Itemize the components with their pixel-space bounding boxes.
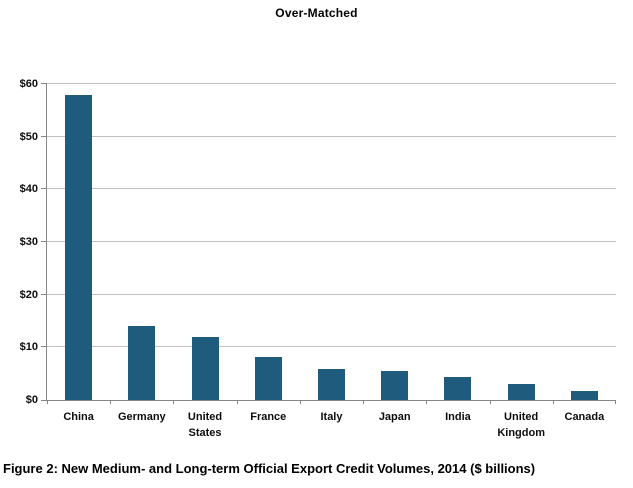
x-axis-tick xyxy=(237,400,238,404)
y-axis-tick xyxy=(41,188,47,190)
x-axis-tick xyxy=(615,400,616,404)
chart-title: Over-Matched xyxy=(275,6,358,20)
y-axis-tick xyxy=(41,293,47,295)
bar-united-kingdom xyxy=(507,384,535,400)
bar-italy xyxy=(318,369,345,400)
x-axis-tick xyxy=(363,400,364,404)
bar-france xyxy=(254,357,282,400)
plot-area: $0 $10 $20 $30 $40 $50 $60 China Germany United S… xyxy=(20,78,616,439)
x-tick-label: United States xyxy=(187,411,223,439)
y-tick-label: $30 xyxy=(19,236,38,248)
bar-canada xyxy=(570,391,598,400)
y-tick-label: $10 xyxy=(19,341,38,354)
gridline xyxy=(47,188,616,190)
x-tick-label: Canada xyxy=(564,411,605,423)
y-axis-tick xyxy=(41,135,47,137)
bar-united-states xyxy=(191,337,219,400)
gridline xyxy=(47,135,616,137)
x-tick-label: Italy xyxy=(320,411,343,423)
gridline xyxy=(47,83,616,84)
x-axis-tick xyxy=(300,400,301,404)
figure-caption: Figure 2: New Medium- and Long-term Offi… xyxy=(3,461,536,476)
x-axis-tick xyxy=(490,400,491,404)
gridline xyxy=(47,241,616,242)
x-tick-label: France xyxy=(250,411,287,423)
gridline xyxy=(47,346,616,348)
x-tick-label: China xyxy=(63,411,94,423)
x-axis-tick xyxy=(173,400,174,404)
y-axis-tick xyxy=(41,346,47,348)
x-tick-label: United Kingdom xyxy=(497,411,545,439)
bar-japan xyxy=(381,371,409,400)
bar-germany xyxy=(128,326,156,400)
y-tick-label: $50 xyxy=(19,130,38,143)
bar-china xyxy=(65,95,93,400)
x-tick-label: India xyxy=(445,411,471,423)
y-tick-label: $40 xyxy=(19,183,38,196)
y-tick-label: $20 xyxy=(19,288,38,301)
x-axis-tick xyxy=(553,400,554,404)
x-axis-tick xyxy=(110,400,111,404)
gridline xyxy=(47,293,616,295)
bar-india xyxy=(444,377,472,400)
x-tick-label: Germany xyxy=(117,411,166,423)
x-axis-tick xyxy=(426,400,427,404)
x-tick-label: Japan xyxy=(378,411,411,423)
y-axis-tick xyxy=(41,241,47,242)
y-tick-label: $0 xyxy=(25,394,38,406)
x-axis-tick xyxy=(47,400,48,404)
y-axis-tick xyxy=(41,400,47,401)
y-axis-tick xyxy=(41,83,47,84)
y-tick-label: $60 xyxy=(19,78,38,90)
